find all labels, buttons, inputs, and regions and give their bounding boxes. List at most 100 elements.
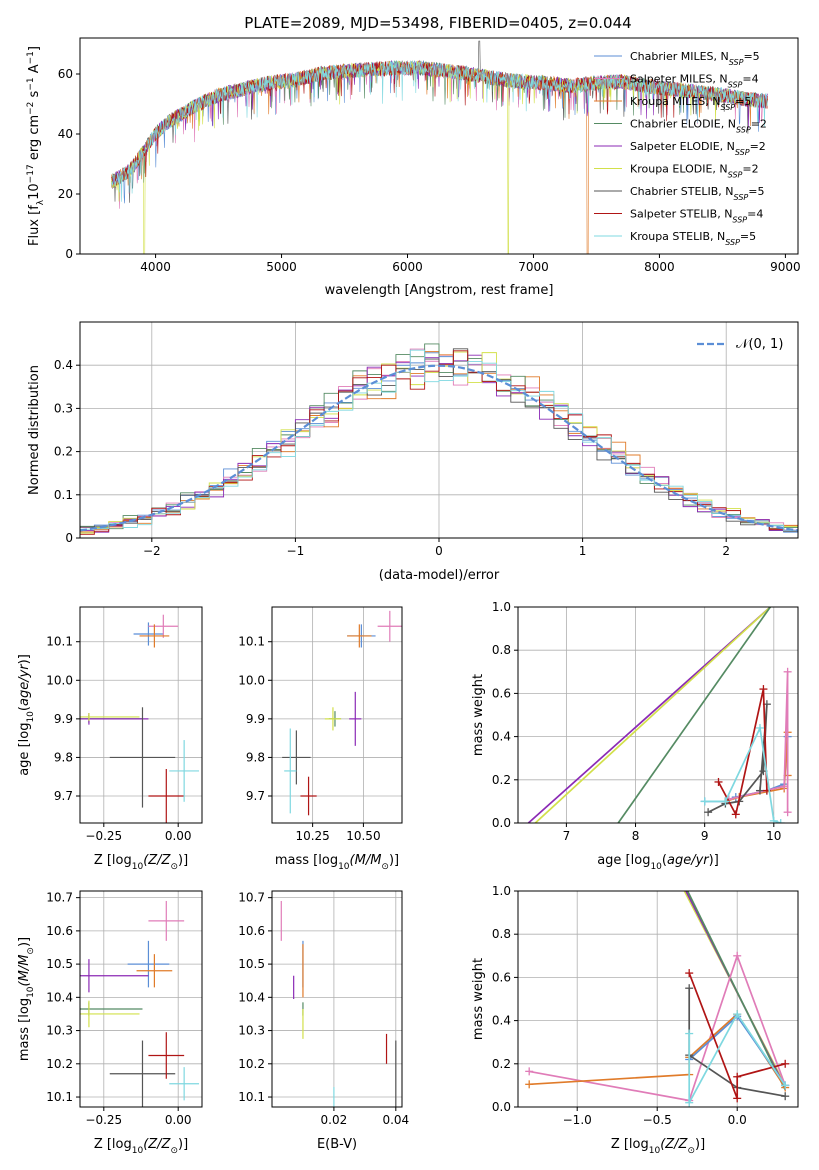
- y-tick-label: 10.0: [46, 673, 73, 687]
- y-tick-label: 0.2: [492, 773, 511, 787]
- x-tick-label: −2: [143, 544, 161, 558]
- y-tick-label: 0.3: [54, 401, 73, 415]
- y-tick-label: 10.0: [238, 673, 265, 687]
- weight-series-line: [529, 953, 786, 1102]
- errorbar-point: [300, 776, 317, 816]
- axes-frame: [79, 37, 799, 255]
- x-axis-label: mass [log10(M/M⊙)]: [275, 853, 399, 872]
- y-tick-label: 40: [58, 127, 73, 141]
- weight-series-line: [534, 607, 771, 823]
- y-axis-label: mass weight: [471, 958, 486, 1040]
- y-tick-label: 9.7: [54, 789, 73, 803]
- y-tick-label: 10.3: [46, 1024, 73, 1038]
- y-tick-label: 9.9: [54, 712, 73, 726]
- weight-marker: [733, 1072, 742, 1081]
- y-tick-label: 0.2: [492, 1057, 511, 1071]
- weight-marker: [733, 1010, 742, 1019]
- errorbar-point: [80, 713, 140, 721]
- y-tick-label: 9.8: [246, 750, 265, 764]
- x-tick-label: 0.02: [321, 1113, 348, 1127]
- weight-marker: [685, 984, 694, 993]
- legend-entry: Kroupa MILES, NSSP=5: [630, 95, 751, 112]
- axes-frame: [271, 606, 403, 824]
- errorbar-point: [136, 954, 173, 988]
- errorbar-point: [282, 730, 311, 785]
- legend-entry: Kroupa STELIB, NSSP=5: [630, 230, 756, 247]
- weight-series-line: [707, 704, 768, 813]
- residual-histogram: [80, 354, 798, 533]
- x-axis-label: Z [log10(Z/Z⊙)]: [611, 1137, 705, 1156]
- y-tick-label: 0.6: [492, 970, 511, 984]
- x-tick-label: 1: [579, 544, 587, 558]
- axes-frame: [79, 321, 799, 539]
- x-tick-label: 6000: [392, 260, 423, 274]
- weight-marker: [783, 667, 792, 676]
- x-tick-label: 8000: [644, 260, 675, 274]
- y-axis-label: mass weight: [471, 674, 486, 756]
- weight-marker: [704, 808, 713, 817]
- y-tick-label: 10.4: [238, 990, 265, 1004]
- legend-entry: Kroupa ELODIE, NSSP=2: [630, 163, 759, 180]
- errorbar-point: [377, 610, 402, 642]
- x-tick-label: 10.50: [346, 829, 380, 843]
- y-tick-label: 10.1: [238, 1090, 265, 1104]
- x-axis-label: age [log10(age/yr)]: [597, 853, 719, 872]
- weight-marker: [731, 810, 740, 819]
- x-axis-label: Z [log10(Z/Z⊙)]: [94, 853, 188, 872]
- weight-series-line: [688, 972, 786, 1099]
- x-tick-label: 0.00: [165, 829, 192, 843]
- errorbar-point: [169, 740, 200, 802]
- weight-marker: [769, 816, 778, 823]
- y-tick-label: 10.5: [238, 957, 265, 971]
- x-axis-label: wavelength [Angstrom, rest frame]: [325, 283, 554, 298]
- legend-entry: Chabrier MILES, NSSP=5: [630, 50, 760, 67]
- x-tick-label: 0.04: [382, 1113, 409, 1127]
- y-tick-label: 10.6: [238, 924, 265, 938]
- weight-marker: [685, 1098, 694, 1107]
- y-axis-label: Flux [fλ10−17 erg cm−2 s−1 A−1]: [26, 46, 46, 246]
- weight-series-line: [686, 891, 786, 1091]
- errorbar-point: [169, 1067, 200, 1101]
- errorbar-point: [80, 1000, 140, 1028]
- weight-marker: [781, 1059, 790, 1068]
- weight-marker: [780, 782, 789, 791]
- y-tick-label: 10.5: [46, 957, 73, 971]
- x-tick-label: 9: [701, 829, 709, 843]
- y-tick-label: 9.7: [246, 789, 265, 803]
- y-tick-label: 0.2: [54, 445, 73, 459]
- axes-frame: [79, 606, 203, 824]
- errorbar-point: [80, 959, 149, 993]
- legend-entry: Salpeter ELODIE, NSSP=2: [630, 140, 766, 157]
- y-tick-label: 1.0: [492, 600, 511, 614]
- y-tick-label: 10.2: [238, 1057, 265, 1071]
- y-tick-label: 0.0: [492, 816, 511, 830]
- x-axis-label: E(B-V): [317, 1137, 357, 1152]
- y-tick-label: 0.4: [54, 358, 73, 372]
- y-tick-label: 0.8: [492, 927, 511, 941]
- y-tick-label: 0.0: [492, 1100, 511, 1114]
- x-tick-label: 10: [766, 829, 781, 843]
- spectrum-line: [111, 61, 768, 186]
- x-axis-label: (data-model)/error: [379, 568, 500, 583]
- age-vs-mass-panel: 10.25 10.50 9.7 9.8 9.9 10.0 10.1 mass [log10(M…: [238, 606, 403, 872]
- weight-marker: [714, 777, 723, 786]
- y-tick-label: 0.1: [54, 488, 73, 502]
- axes-frame: [517, 606, 799, 824]
- legend-entry: Salpeter STELIB, NSSP=4: [630, 208, 763, 225]
- weight-marker: [781, 1081, 790, 1090]
- errorbar-point: [148, 1032, 185, 1079]
- weight-marker: [755, 786, 764, 795]
- legend-entry: Chabrier ELODIE, NSSP=2: [630, 118, 767, 135]
- errorbar-point: [139, 624, 170, 648]
- weight-marker: [685, 1029, 694, 1038]
- y-tick-label: 0.8: [492, 643, 511, 657]
- axes-frame: [79, 890, 203, 1108]
- y-tick-label: 0.4: [492, 730, 511, 744]
- spectrum-panel: 4000 5000 6000 7000 8000 9000 0 20 40 60 wavelengt…: [26, 37, 801, 298]
- weight-marker: [685, 969, 694, 978]
- errorbar-point: [349, 691, 362, 746]
- legend-entry: Salpeter MILES, NSSP=4: [630, 73, 759, 90]
- x-tick-label: −1: [287, 544, 305, 558]
- y-tick-label: 60: [58, 67, 73, 81]
- y-tick-label: 10.7: [46, 891, 73, 905]
